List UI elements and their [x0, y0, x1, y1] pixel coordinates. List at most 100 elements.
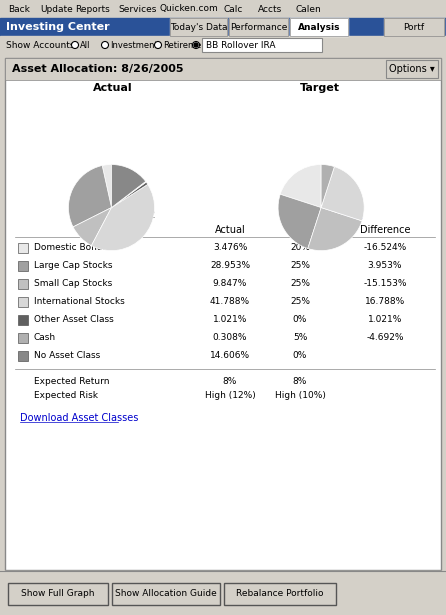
Wedge shape	[112, 164, 146, 208]
Wedge shape	[91, 184, 155, 250]
Text: Actual: Actual	[93, 83, 133, 93]
Bar	[18, 315, 28, 325]
Bar	[229, 18, 288, 36]
Text: 41.788%: 41.788%	[210, 298, 250, 306]
Circle shape	[71, 41, 78, 49]
Text: Performance: Performance	[230, 23, 287, 31]
Wedge shape	[321, 167, 364, 221]
Wedge shape	[102, 164, 112, 208]
Text: Asset Allocation: 8/26/2005: Asset Allocation: 8/26/2005	[12, 64, 183, 74]
Text: Other Asset Class: Other Asset Class	[34, 315, 114, 325]
Text: Portf: Portf	[404, 23, 425, 31]
Bar	[202, 38, 322, 52]
Text: Rebalance Portfolio: Rebalance Portfolio	[236, 590, 324, 598]
Text: Retirement: Retirement	[163, 41, 210, 49]
Text: Calen: Calen	[295, 4, 321, 14]
Bar	[224, 583, 336, 605]
Text: 14.606%: 14.606%	[210, 352, 250, 360]
Text: High (12%): High (12%)	[205, 392, 256, 400]
Circle shape	[193, 41, 199, 49]
Text: Total: 148,081.82: Total: 148,081.82	[71, 210, 155, 220]
Text: Analysis: Analysis	[298, 23, 340, 31]
Text: 16.788%: 16.788%	[365, 298, 405, 306]
Text: 1.021%: 1.021%	[368, 315, 402, 325]
Wedge shape	[73, 208, 112, 245]
Text: All: All	[80, 41, 91, 49]
Text: 0.308%: 0.308%	[213, 333, 247, 343]
Bar	[112, 583, 220, 605]
Text: 8%: 8%	[293, 378, 307, 386]
Text: 25%: 25%	[290, 279, 310, 288]
Text: 8%: 8%	[223, 378, 237, 386]
Text: 1.021%: 1.021%	[213, 315, 247, 325]
Text: 25%: 25%	[290, 261, 310, 271]
Wedge shape	[321, 164, 334, 208]
Text: Update: Update	[40, 4, 73, 14]
Bar	[290, 18, 348, 36]
Bar	[8, 583, 108, 605]
Wedge shape	[112, 182, 148, 208]
Text: Cash: Cash	[34, 333, 56, 343]
Text: Investing Center: Investing Center	[6, 22, 110, 32]
Bar	[170, 18, 227, 36]
Text: Reports: Reports	[75, 4, 110, 14]
Circle shape	[194, 43, 198, 47]
Wedge shape	[278, 194, 321, 248]
Bar	[0, 36, 446, 54]
Text: BB Rollover IRA: BB Rollover IRA	[206, 41, 276, 49]
Text: 0%: 0%	[293, 315, 307, 325]
Text: -15.153%: -15.153%	[363, 279, 407, 288]
Text: Show Full Graph: Show Full Graph	[21, 590, 95, 598]
Bar	[0, 18, 446, 36]
Text: High (10%): High (10%)	[275, 392, 326, 400]
Bar	[0, 571, 446, 615]
Wedge shape	[112, 181, 146, 208]
Bar	[18, 333, 28, 343]
Text: 25%: 25%	[290, 298, 310, 306]
Text: Target: Target	[300, 83, 340, 93]
Circle shape	[154, 41, 161, 49]
Text: No Asset Class: No Asset Class	[34, 352, 100, 360]
Text: Large Cap Stocks: Large Cap Stocks	[34, 261, 112, 271]
Bar	[386, 60, 438, 78]
Text: Accts: Accts	[258, 4, 282, 14]
Text: Actual: Actual	[215, 225, 245, 235]
Text: 20%: 20%	[290, 244, 310, 253]
Bar	[290, 18, 348, 36]
Text: International Stocks: International Stocks	[34, 298, 125, 306]
Bar	[18, 279, 28, 289]
Text: Show Accounts:: Show Accounts:	[6, 41, 77, 49]
Text: Expected Risk: Expected Risk	[34, 392, 98, 400]
Text: Today's Data: Today's Data	[170, 23, 227, 31]
Text: 9.847%: 9.847%	[213, 279, 247, 288]
Text: Calc: Calc	[224, 4, 244, 14]
Text: Domestic Bonds: Domestic Bonds	[34, 244, 107, 253]
Text: 3.953%: 3.953%	[368, 261, 402, 271]
Text: Back: Back	[8, 4, 30, 14]
Text: Target: Target	[285, 225, 315, 235]
Text: Download Asset Classes: Download Asset Classes	[20, 413, 138, 423]
Bar	[5, 58, 441, 80]
Bar	[0, 0, 446, 18]
Text: Show Allocation Guide: Show Allocation Guide	[115, 590, 217, 598]
Bar	[170, 18, 227, 36]
Bar	[18, 261, 28, 271]
Text: Expected Return: Expected Return	[34, 378, 110, 386]
Wedge shape	[308, 208, 362, 250]
Text: Difference: Difference	[360, 225, 410, 235]
Bar	[384, 18, 444, 36]
Wedge shape	[68, 165, 112, 227]
Text: Services: Services	[118, 4, 157, 14]
Text: 3.476%: 3.476%	[213, 244, 247, 253]
Text: 0%: 0%	[293, 352, 307, 360]
Text: 5%: 5%	[293, 333, 307, 343]
Text: -16.524%: -16.524%	[363, 244, 407, 253]
Text: -4.692%: -4.692%	[366, 333, 404, 343]
Text: Change Target: Change Target	[285, 210, 355, 220]
Bar	[229, 18, 288, 36]
Bar	[18, 243, 28, 253]
Text: Options ▾: Options ▾	[389, 64, 435, 74]
Text: Investment: Investment	[110, 41, 158, 49]
Text: 28.953%: 28.953%	[210, 261, 250, 271]
Text: Small Cap Stocks: Small Cap Stocks	[34, 279, 112, 288]
